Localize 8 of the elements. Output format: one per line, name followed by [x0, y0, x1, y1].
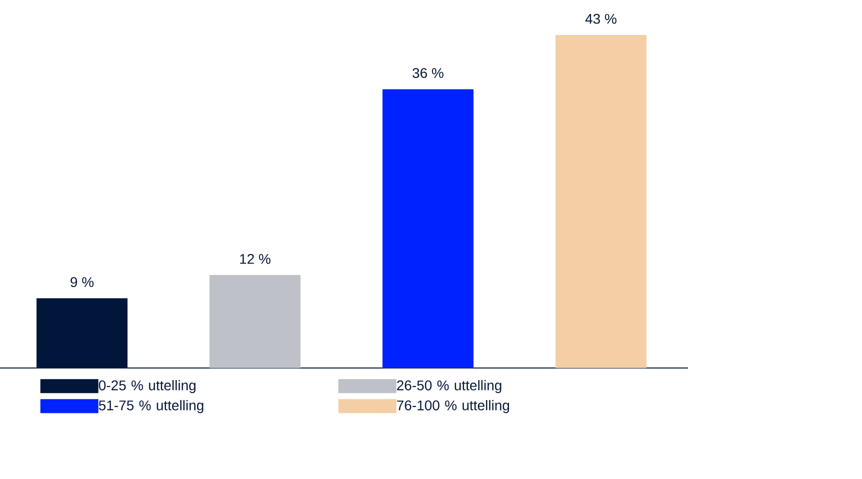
- legend-label: 76-100 % uttelling: [397, 400, 510, 414]
- legend-label: 51-75 % uttelling: [98, 400, 204, 414]
- legend-label: 0-25 % uttelling: [98, 380, 196, 394]
- data-label: 9 %: [70, 277, 94, 288]
- data-label: 36 %: [412, 68, 444, 78]
- data-label: 43 %: [585, 14, 616, 24]
- data-label: 12 %: [240, 254, 270, 264]
- legend-label: 26-50 % uttelling: [397, 380, 502, 394]
